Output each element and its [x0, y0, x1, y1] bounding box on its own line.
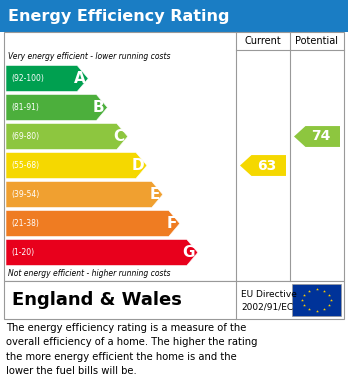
Text: (81-91): (81-91) — [11, 103, 39, 112]
Polygon shape — [6, 240, 198, 265]
Text: B: B — [93, 100, 104, 115]
Text: EU Directive: EU Directive — [241, 290, 297, 299]
Text: D: D — [131, 158, 144, 173]
Text: Not energy efficient - higher running costs: Not energy efficient - higher running co… — [8, 269, 171, 278]
Text: (55-68): (55-68) — [11, 161, 39, 170]
Text: The energy efficiency rating is a measure of the
overall efficiency of a home. T: The energy efficiency rating is a measur… — [6, 323, 258, 376]
Text: E: E — [149, 187, 160, 202]
Bar — [0, 0, 348, 32]
Text: 63: 63 — [258, 158, 277, 172]
Bar — [4, 32, 344, 281]
Polygon shape — [6, 152, 147, 179]
Text: (1-20): (1-20) — [11, 248, 34, 257]
Text: 74: 74 — [311, 129, 331, 143]
Polygon shape — [6, 124, 128, 149]
Polygon shape — [6, 95, 108, 120]
Bar — [292, 284, 341, 316]
Text: Current: Current — [245, 36, 282, 46]
Polygon shape — [6, 210, 180, 237]
Text: A: A — [73, 71, 85, 86]
Text: 2002/91/EC: 2002/91/EC — [241, 302, 293, 311]
Polygon shape — [6, 66, 88, 91]
Text: England & Wales: England & Wales — [12, 291, 182, 309]
Text: (92-100): (92-100) — [11, 74, 44, 83]
Polygon shape — [240, 155, 286, 176]
Bar — [4, 281, 344, 319]
Text: Potential: Potential — [295, 36, 339, 46]
Text: Energy Efficiency Rating: Energy Efficiency Rating — [8, 9, 229, 23]
Text: (69-80): (69-80) — [11, 132, 39, 141]
Text: C: C — [114, 129, 125, 144]
Polygon shape — [6, 181, 163, 208]
Text: F: F — [166, 216, 177, 231]
Text: G: G — [182, 245, 195, 260]
Polygon shape — [294, 126, 340, 147]
Text: Very energy efficient - lower running costs: Very energy efficient - lower running co… — [8, 52, 171, 61]
Text: (21-38): (21-38) — [11, 219, 39, 228]
Text: (39-54): (39-54) — [11, 190, 39, 199]
